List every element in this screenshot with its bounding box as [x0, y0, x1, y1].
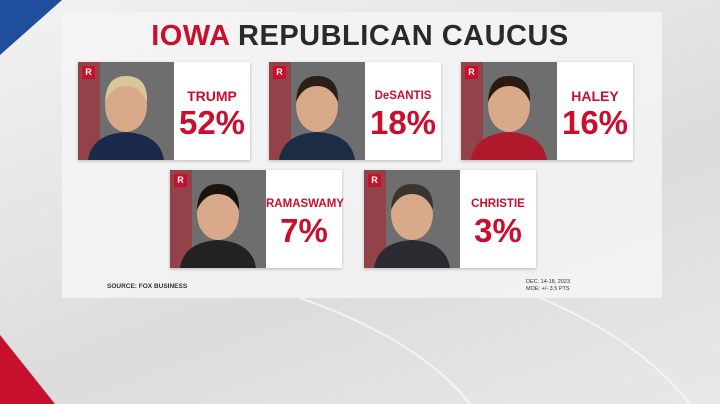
face: [296, 80, 338, 132]
candidate-pct: 16%: [561, 104, 629, 141]
decor-line: [299, 297, 471, 404]
title-state: IOWA: [151, 20, 230, 52]
candidate-name: DeSANTIS: [374, 90, 432, 102]
corner-red: [0, 335, 55, 404]
candidate-name: RAMASWAMY: [266, 198, 344, 210]
moe: MOE: +/- 3.5 PTS: [526, 286, 570, 292]
candidate-name: CHRISTIE: [471, 198, 525, 210]
face: [105, 80, 147, 132]
corner-blue: [0, 0, 62, 55]
face: [391, 188, 433, 240]
candidate-card: R TRUMP 52%: [78, 62, 250, 160]
hair: [391, 184, 434, 210]
photo-accent: [461, 62, 483, 160]
party-badge: R: [465, 66, 478, 79]
candidate-pct: 7%: [280, 212, 328, 249]
title: IOWA REPUBLICAN CAUCUS: [0, 20, 720, 53]
party-badge: R: [82, 66, 95, 79]
candidate-photo: [269, 62, 365, 160]
decor-line: [539, 297, 691, 404]
candidate-card: R RAMASWAMY 7%: [170, 170, 344, 268]
face: [488, 80, 530, 132]
photo-placeholder: [269, 62, 365, 160]
candidate-card: R DeSANTIS 18%: [269, 62, 441, 160]
source: SOURCE: FOX BUSINESS: [107, 283, 188, 290]
shoulders: [471, 132, 547, 160]
candidate-card: R HALEY 16%: [461, 62, 633, 160]
candidate-card: R CHRISTIE 3%: [364, 170, 536, 268]
title-rest: REPUBLICAN CAUCUS: [238, 20, 569, 52]
face: [197, 188, 239, 240]
photo-placeholder: [78, 62, 174, 160]
photo-accent: [78, 62, 100, 160]
photo-placeholder: [170, 170, 266, 268]
candidate-pct: 3%: [474, 212, 522, 249]
party-badge: R: [273, 66, 286, 79]
dates: DEC. 14-18, 2023: [526, 279, 571, 285]
party-badge: R: [174, 174, 187, 187]
candidate-name: TRUMP: [187, 88, 237, 104]
shoulders: [88, 132, 164, 160]
photo-accent: [269, 62, 291, 160]
candidate-photo: [170, 170, 266, 268]
candidate-pct: 52%: [178, 104, 246, 141]
photo-accent: [364, 170, 386, 268]
photo-accent: [170, 170, 192, 268]
party-badge: R: [368, 174, 381, 187]
candidate-name: HALEY: [571, 88, 619, 104]
hair: [296, 76, 339, 102]
shoulders: [279, 132, 355, 160]
shoulders: [374, 240, 450, 268]
candidate-pct: 18%: [369, 104, 437, 141]
hair: [197, 184, 240, 210]
shoulders: [180, 240, 256, 268]
candidate-photo: [78, 62, 174, 160]
hair: [105, 76, 148, 102]
hair: [488, 76, 531, 102]
